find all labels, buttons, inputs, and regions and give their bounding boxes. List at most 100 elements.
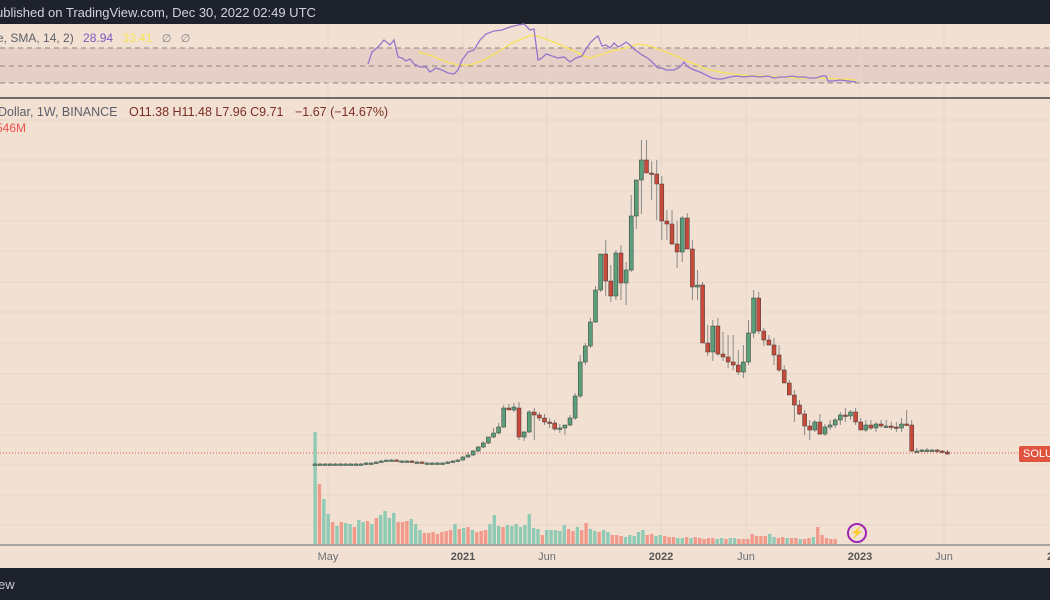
volume-bar — [693, 537, 698, 544]
volume-bar — [431, 532, 435, 544]
price-chart[interactable] — [0, 0, 1050, 568]
volume-legend: 546M — [0, 121, 27, 135]
rsi-sma-line — [417, 34, 857, 81]
symbol-label: Dollar, 1W, BINANCE — [0, 105, 118, 119]
volume-bar — [711, 538, 715, 544]
volume-bar — [698, 538, 702, 544]
volume-bar — [313, 432, 317, 544]
candle-body — [460, 456, 466, 461]
candle-body — [695, 284, 700, 288]
change-value: −1.67 (−14.67%) — [294, 105, 389, 119]
candle-body — [649, 172, 654, 175]
volume-bar — [317, 484, 322, 544]
volume-bar — [483, 530, 488, 544]
candle-body — [812, 421, 818, 431]
volume-bar — [623, 537, 628, 544]
candle-body — [373, 461, 379, 464]
candle-body — [333, 463, 338, 466]
candle-body — [817, 421, 823, 435]
volume-bar — [658, 535, 663, 544]
candle-body — [802, 413, 807, 427]
volume-bar — [807, 538, 811, 544]
candle-body — [914, 450, 920, 453]
volume-bar — [728, 538, 733, 544]
candle-body — [756, 297, 761, 332]
time-axis-label: 2 — [1047, 551, 1050, 563]
volume-bar — [462, 528, 466, 544]
volume-bar — [575, 527, 580, 544]
candle-body — [904, 423, 909, 426]
volume-bar — [370, 524, 374, 544]
volume-bar — [392, 513, 396, 544]
candle-body — [338, 463, 343, 466]
candle-body — [613, 252, 619, 297]
volume-bar — [597, 532, 601, 544]
volume-bar — [330, 522, 335, 544]
candle-body — [725, 356, 731, 363]
candle-body — [832, 419, 838, 426]
volume-bar — [335, 526, 339, 544]
volume-bar — [322, 499, 326, 544]
candle-body — [603, 253, 608, 282]
candle-body — [404, 460, 410, 463]
candle-body — [700, 284, 705, 344]
candle-body — [899, 423, 904, 429]
lightning-event-icon[interactable]: ⚡ — [847, 523, 867, 543]
candle-body — [878, 423, 884, 427]
volume-bar — [396, 522, 400, 544]
candle-body — [572, 395, 578, 419]
candle-body — [848, 411, 853, 417]
volume-bar — [829, 539, 833, 544]
time-axis[interactable]: May 2021 Jun 2022 Jun 2023 Jun 2 — [0, 546, 1050, 568]
volume-bar — [702, 539, 706, 544]
time-axis-label: May — [317, 551, 339, 563]
volume-bar — [763, 536, 767, 544]
candle-body — [781, 369, 787, 384]
volume-bar — [409, 519, 413, 544]
candle-body — [664, 220, 670, 225]
rsi-legend-label: e, SMA, 14, 2) — [0, 31, 74, 45]
volume-bar — [719, 538, 724, 544]
volume-bar — [759, 536, 763, 544]
last-price-badge: SOLU — [1019, 446, 1050, 462]
pane-separator[interactable] — [0, 97, 1050, 99]
volume-bar — [671, 537, 676, 544]
candle-body — [771, 344, 777, 356]
candle-body — [537, 414, 542, 419]
volume-bar — [816, 527, 820, 544]
volume-bar — [746, 539, 750, 544]
candle-body — [598, 253, 603, 291]
candle-body — [679, 217, 685, 253]
candle-body — [746, 332, 751, 363]
volume-bar — [348, 524, 352, 544]
candle-body — [761, 330, 767, 341]
candle-body — [312, 463, 318, 466]
volume-bar — [427, 533, 431, 544]
volume-bar — [523, 525, 527, 544]
candle-body — [588, 321, 593, 347]
volume-bar — [326, 514, 330, 544]
candle-body — [674, 243, 680, 253]
volume-bar — [475, 532, 479, 544]
candle-body — [496, 426, 501, 434]
volume-bar — [448, 530, 453, 544]
volume-bar — [571, 531, 575, 544]
candle-body — [889, 425, 894, 428]
volume-bar — [435, 534, 440, 544]
volume-bar — [566, 529, 571, 544]
volume-bar — [470, 530, 475, 544]
candle-body — [353, 463, 359, 466]
candle-body — [787, 382, 792, 396]
candle-body — [368, 462, 374, 465]
candle-body — [501, 407, 506, 428]
candle-body — [654, 173, 659, 185]
volume-bar — [400, 522, 405, 544]
volume-bar — [614, 535, 619, 544]
volume-bar — [593, 531, 597, 544]
time-axis-label: 2021 — [450, 551, 476, 563]
volume-bar — [488, 524, 492, 544]
candle-body — [827, 424, 833, 428]
time-axis-label: 2022 — [648, 551, 674, 563]
candle-body — [557, 427, 563, 430]
volume-bar — [606, 532, 610, 544]
